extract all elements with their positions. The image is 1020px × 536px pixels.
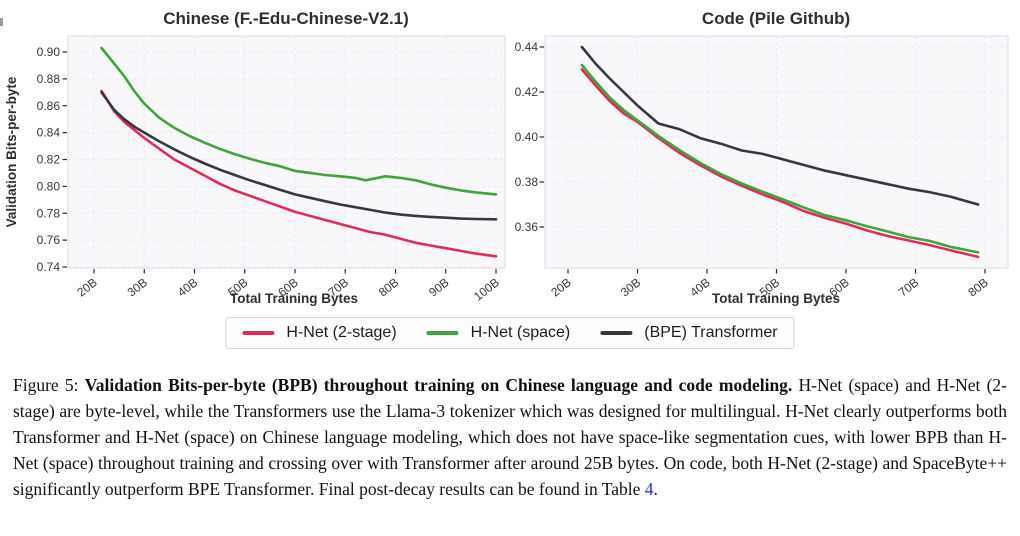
x-tick-label: 80B bbox=[965, 275, 990, 299]
y-tick-label: 0.80 bbox=[37, 179, 61, 193]
y-tick-label: 0.36 bbox=[515, 220, 538, 234]
chart-title: Code (Pile Github) bbox=[702, 9, 850, 28]
caption-body-text: H-Net (space) and H-Net (2-stage) are by… bbox=[13, 375, 1007, 499]
caption-period: . bbox=[653, 479, 658, 499]
y-tick-label: 0.76 bbox=[37, 233, 61, 247]
y-tick-label: 0.78 bbox=[37, 206, 61, 220]
code-bpb-chart: 20B 30B 40B 50B 60B 70B 80B0.360.380.400.420.4… bbox=[515, 9, 1009, 306]
series-line-bpe-transformer bbox=[580, 45, 980, 206]
legend-line-hnet-space-icon bbox=[426, 331, 459, 335]
plot-border bbox=[67, 35, 506, 269]
x-axis-label: Total Training Bytes bbox=[712, 291, 840, 306]
x-tick-label: 20B bbox=[548, 275, 573, 299]
x-tick-label: 80B bbox=[376, 275, 401, 299]
y-tick-label: 0.38 bbox=[515, 175, 538, 189]
x-tick-label: 40B bbox=[175, 275, 200, 299]
legend-item-bpe-transformer: (BPE) Transformer bbox=[600, 324, 778, 342]
y-tick-label: 0.40 bbox=[515, 130, 538, 144]
series-line-h-net-2-stage bbox=[100, 89, 498, 258]
y-tick-label: 0.88 bbox=[37, 72, 61, 86]
y-tick-label: 0.90 bbox=[37, 45, 61, 59]
y-tick-label: 0.44 bbox=[515, 40, 538, 54]
figure-5: 20B 30B 40B 50B 60B 70B 80B 90B 100B 0.74 0.76 0.78… bbox=[0, 9, 1009, 349]
series-line-h-net-space bbox=[100, 46, 498, 196]
x-tick-label: 30B bbox=[618, 275, 643, 299]
x-tick-label: 40B bbox=[687, 275, 712, 299]
x-tick-label: 100B bbox=[471, 275, 502, 303]
x-tick-label: 30B bbox=[125, 275, 150, 299]
legend-label-bpe-transformer: (BPE) Transformer bbox=[644, 324, 778, 341]
x-axis-label: Total Training Bytes bbox=[230, 291, 358, 306]
caption-figure-number: Figure 5: bbox=[13, 375, 85, 395]
legend-label-hnet-space: H-Net (space) bbox=[470, 324, 571, 341]
y-tick-label: 0.42 bbox=[515, 85, 538, 99]
series-line-h-net-2-stage bbox=[580, 68, 980, 259]
y-tick-label: 0.86 bbox=[37, 99, 61, 113]
y-tick-label: 0.84 bbox=[37, 126, 61, 140]
legend-label-hnet-2-stage: H-Net (2-stage) bbox=[286, 324, 397, 341]
x-tick-label: 70B bbox=[896, 275, 921, 299]
plot-border bbox=[544, 35, 1009, 269]
legend-item-hnet-space: H-Net (space) bbox=[426, 324, 571, 342]
series-line-h-net-space bbox=[580, 63, 980, 254]
edge-artifact bbox=[0, 18, 3, 26]
legend-line-bpe-transformer-icon bbox=[600, 331, 633, 335]
series-line-bpe-transformer bbox=[100, 91, 498, 221]
chart-legend: H-Net (2-stage) H-Net (space) (BPE) Tran… bbox=[225, 317, 795, 349]
x-tick-label: 90B bbox=[426, 275, 451, 299]
figure-caption: Figure 5: Validation Bits-per-byte (BPB)… bbox=[13, 372, 1007, 502]
caption-bold-title: Validation Bits-per-byte (BPB) throughou… bbox=[84, 375, 793, 395]
table-4-link[interactable]: 4 bbox=[644, 479, 654, 499]
plot-area bbox=[68, 36, 505, 268]
y-tick-label: 0.74 bbox=[37, 260, 61, 274]
chart-title: Chinese (F.-Edu-Chinese-V2.1) bbox=[163, 9, 409, 28]
legend-item-hnet-2-stage: H-Net (2-stage) bbox=[242, 324, 397, 342]
y-tick-label: 0.82 bbox=[37, 153, 61, 167]
y-axis-label: Validation Bits-per-byte bbox=[4, 76, 19, 227]
chinese-bpb-chart: 20B 30B 40B 50B 60B 70B 80B 90B 100B0.740.760.78… bbox=[4, 9, 506, 306]
legend-line-hnet-2-stage-icon bbox=[242, 331, 275, 335]
x-tick-label: 20B bbox=[74, 275, 99, 299]
